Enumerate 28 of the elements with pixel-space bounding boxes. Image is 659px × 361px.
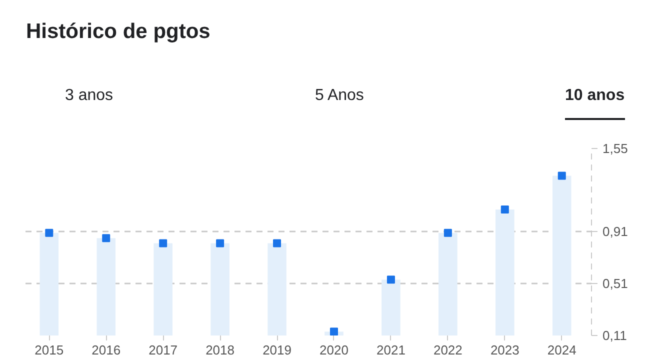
x-tick-label: 2024 bbox=[547, 342, 576, 358]
x-tick-label: 2023 bbox=[490, 342, 520, 358]
y-tick-label: 1,55 bbox=[602, 141, 628, 156]
y-tick-label: 0,11 bbox=[602, 328, 627, 343]
point bbox=[500, 206, 509, 214]
x-tick-label: 2021 bbox=[376, 342, 406, 358]
point bbox=[216, 239, 224, 248]
x-tick-label: 2022 bbox=[433, 342, 462, 358]
x-tick-label: 2015 bbox=[34, 342, 64, 358]
point bbox=[386, 276, 395, 284]
x-tick-label: 2018 bbox=[206, 342, 235, 358]
y-tick-label: 0,91 bbox=[602, 224, 628, 240]
x-tick-label: 2019 bbox=[262, 342, 292, 358]
point bbox=[45, 228, 54, 237]
point bbox=[273, 239, 282, 248]
chart-title: Histórico de pgtos bbox=[25, 19, 210, 45]
text: 3 anos bbox=[65, 86, 114, 106]
y-tick-label: 0,51 bbox=[602, 276, 628, 292]
point bbox=[159, 239, 168, 248]
x-tick-label: 2020 bbox=[320, 342, 348, 358]
point bbox=[558, 172, 566, 180]
point bbox=[102, 234, 110, 242]
text: 10 anos bbox=[565, 85, 625, 120]
text: 5 Anos bbox=[315, 86, 364, 106]
point bbox=[444, 228, 452, 237]
x-tick-label: 2016 bbox=[92, 342, 121, 358]
x-tick-label: 2017 bbox=[148, 342, 178, 358]
point bbox=[330, 328, 338, 336]
